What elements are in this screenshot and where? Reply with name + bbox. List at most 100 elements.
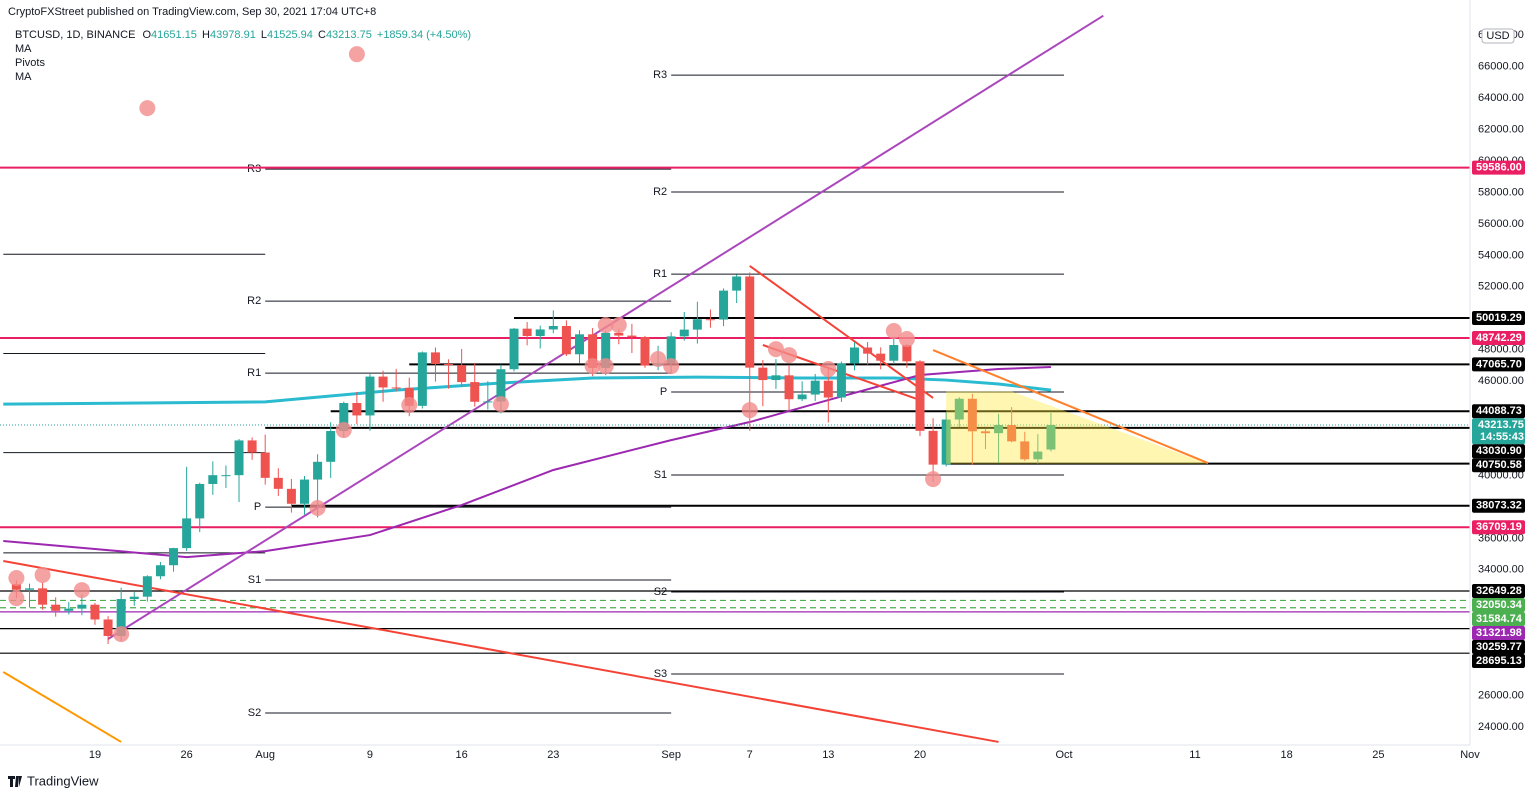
candle-body <box>365 376 375 416</box>
highlight-marker <box>597 317 614 334</box>
highlight-marker <box>650 350 667 367</box>
y-tick-label: 24000.00 <box>1478 721 1524 733</box>
candle-body <box>902 345 912 362</box>
candle-body <box>352 403 362 416</box>
x-tick-label: 9 <box>367 749 373 761</box>
candle-body <box>836 363 846 398</box>
currency-label[interactable]: USD <box>1486 30 1509 42</box>
candle-body <box>627 335 637 337</box>
candle-body <box>155 565 165 577</box>
price-label-box <box>1472 331 1525 346</box>
highlight-marker <box>73 582 90 599</box>
price-label-box <box>1472 444 1525 459</box>
indicator-name[interactable]: Pivots <box>15 57 45 69</box>
ohlc-letter: O <box>142 29 151 41</box>
y-tick-label: 40000.00 <box>1478 469 1524 481</box>
symbol: BTCUSD, 1D, BINANCE <box>15 29 135 41</box>
published-note: CryptoFXStreet published on TradingView.… <box>8 6 376 18</box>
pivot-label: S1 <box>248 574 261 586</box>
highlight-marker <box>8 569 25 586</box>
indicator-name[interactable]: MA <box>15 43 32 55</box>
candle-body <box>588 334 598 368</box>
candle-body <box>575 334 585 355</box>
ohlc-letter: H <box>202 29 210 41</box>
ohlc-letter: C <box>318 29 326 41</box>
currency-button-box[interactable] <box>1481 28 1515 44</box>
close-value: 43213.75 <box>326 29 372 41</box>
candle-body <box>745 276 755 368</box>
candle-body <box>1046 424 1056 450</box>
candle-body <box>64 608 74 611</box>
price-label-box <box>1472 640 1525 655</box>
price-label-text: 36709.19 <box>1476 521 1522 533</box>
candle-body <box>457 365 467 383</box>
highlight-marker <box>925 471 942 488</box>
brand-name[interactable]: TradingView <box>27 773 99 788</box>
candle-body <box>339 403 349 431</box>
candle-body <box>797 394 807 400</box>
price-label-text: 32649.28 <box>1476 585 1522 597</box>
highlight-marker <box>584 358 601 375</box>
y-tick-label: 62000.00 <box>1478 124 1524 136</box>
pivot-label: R2 <box>247 295 261 307</box>
candle-body <box>640 336 650 366</box>
highlight-marker <box>401 397 418 414</box>
pivot-label: R1 <box>247 367 261 379</box>
candle-body <box>234 440 244 476</box>
x-tick-label: 19 <box>89 749 101 761</box>
x-tick-label: 16 <box>456 749 468 761</box>
price-label: 28695.13 <box>1472 654 1525 669</box>
candle-body <box>928 430 938 465</box>
candle-body <box>679 329 689 337</box>
price-label-text: 59586.00 <box>1476 161 1522 173</box>
price-label: 50019.29 <box>1472 310 1525 325</box>
pivot-label: R2 <box>653 186 667 198</box>
candle-body <box>561 325 571 355</box>
ohlc-letter: L <box>261 29 267 41</box>
candle-body <box>444 364 454 366</box>
candle-body <box>535 329 545 337</box>
high-value: 43978.91 <box>210 29 256 41</box>
y-tick-label: 56000.00 <box>1478 218 1524 230</box>
highlight-marker <box>492 396 509 413</box>
price-label-text: 31584.74 <box>1476 613 1523 625</box>
highlight-marker <box>139 100 156 117</box>
price-label: 48742.29 <box>1472 331 1525 346</box>
candle-body <box>260 452 270 478</box>
candle-body <box>692 319 702 330</box>
indicator-name[interactable]: MA <box>15 71 32 83</box>
currency-button[interactable]: USD <box>1481 28 1515 44</box>
candle-body <box>810 380 820 395</box>
plot-area: R3 R2 R1 P S1 S2 R3 R2 R1 P S1 S2 S3 <box>0 14 1470 743</box>
candle-body <box>732 276 742 291</box>
trendline <box>2 671 122 743</box>
candle-body <box>548 325 558 330</box>
price-label-box <box>1472 418 1525 445</box>
candle-body <box>889 345 899 361</box>
highlight-marker <box>610 317 627 334</box>
x-tick-label: 23 <box>547 749 559 761</box>
candle-body <box>915 361 925 431</box>
highlight-marker <box>741 402 758 419</box>
brand-logo[interactable] <box>8 776 22 787</box>
candle-body <box>719 290 729 320</box>
candle-body <box>850 347 860 364</box>
highlight-marker <box>8 590 25 607</box>
candle-body <box>980 431 990 434</box>
price-label-box <box>1472 404 1525 419</box>
brand[interactable]: TradingView <box>8 773 99 788</box>
price-label-text: 50019.29 <box>1476 312 1522 324</box>
price-label-box <box>1472 626 1525 641</box>
y-tick-label: 58000.00 <box>1478 186 1524 198</box>
x-tick-label: 11 <box>1189 749 1200 761</box>
candle-body <box>470 382 480 402</box>
highlight-marker <box>885 323 902 340</box>
trendline <box>749 265 934 399</box>
y-tick-label: 48000.00 <box>1478 344 1524 356</box>
pattern-zone <box>946 391 1209 464</box>
candle-body <box>522 328 532 337</box>
price-label: 31584.74 <box>1472 612 1525 627</box>
price-label: 30259.77 <box>1472 640 1525 655</box>
